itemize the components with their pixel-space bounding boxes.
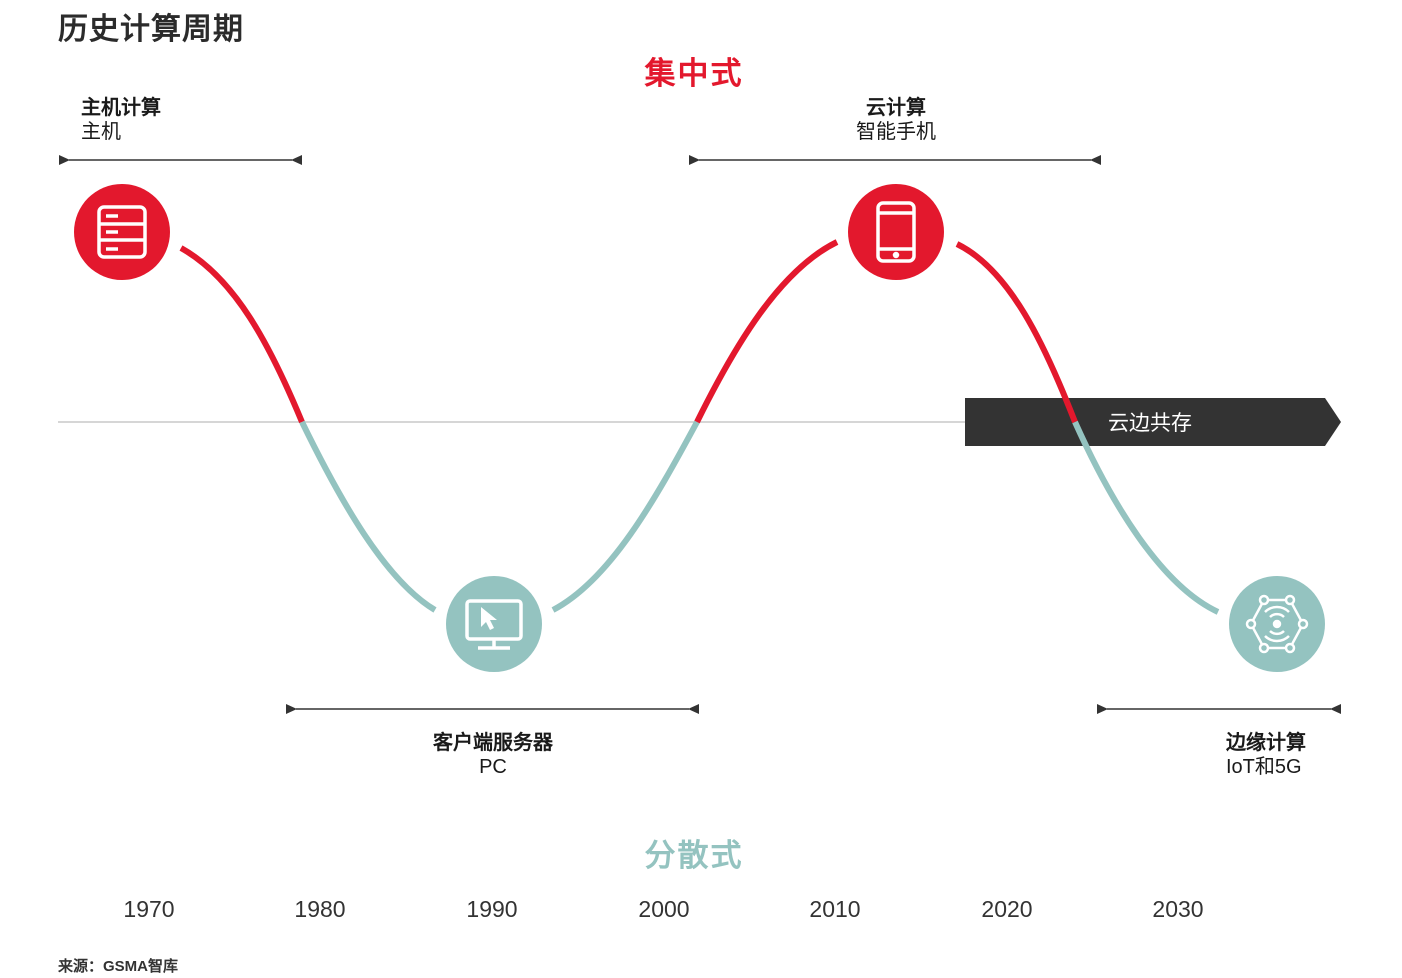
era-title: 客户端服务器 [433, 732, 553, 754]
decentralized-label: 分散式 [644, 838, 744, 873]
year-label: 1990 [466, 896, 518, 922]
iot-network-icon [1245, 594, 1309, 654]
era-label-client-server: 客户端服务器 PC [393, 731, 593, 779]
server-icon [97, 205, 147, 259]
centralized-label: 集中式 [644, 56, 744, 91]
era-subtitle: IoT和5G [1226, 756, 1302, 778]
node-cloud [848, 184, 944, 280]
curve-segment-teal [551, 420, 700, 613]
era-label-edge: 边缘计算 IoT和5G [1226, 731, 1306, 779]
era-label-cloud: 云计算 智能手机 [796, 96, 996, 144]
year-label: 2030 [1152, 896, 1204, 922]
year-label: 1980 [294, 896, 346, 922]
curve-segment-teal [1072, 420, 1220, 615]
coexistence-label: 云边共存 [1108, 412, 1192, 435]
page-title: 历史计算周期 [58, 13, 244, 46]
node-edge [1229, 576, 1325, 672]
year-label: 2000 [638, 896, 690, 922]
era-title: 云计算 [866, 97, 926, 119]
source-note: 来源：GSMA智库 [58, 958, 179, 975]
monitor-cursor-icon [465, 599, 523, 650]
year-label: 1970 [123, 896, 175, 922]
smartphone-icon [876, 201, 916, 263]
curve-segment-red [694, 239, 839, 424]
era-label-mainframe: 主机计算 主机 [81, 96, 161, 144]
coexistence-banner [965, 398, 1341, 446]
node-client-server [446, 576, 542, 672]
era-subtitle: 主机 [81, 121, 121, 143]
year-label: 2010 [809, 896, 861, 922]
node-mainframe [74, 184, 170, 280]
era-title: 主机计算 [81, 97, 161, 119]
year-label: 2020 [981, 896, 1033, 922]
curve-segment-teal [299, 420, 437, 613]
era-subtitle: PC [479, 756, 507, 778]
curve-segment-red [179, 245, 305, 424]
era-title: 边缘计算 [1226, 732, 1306, 754]
curve-segment-red [955, 241, 1078, 424]
era-subtitle: 智能手机 [856, 121, 936, 143]
